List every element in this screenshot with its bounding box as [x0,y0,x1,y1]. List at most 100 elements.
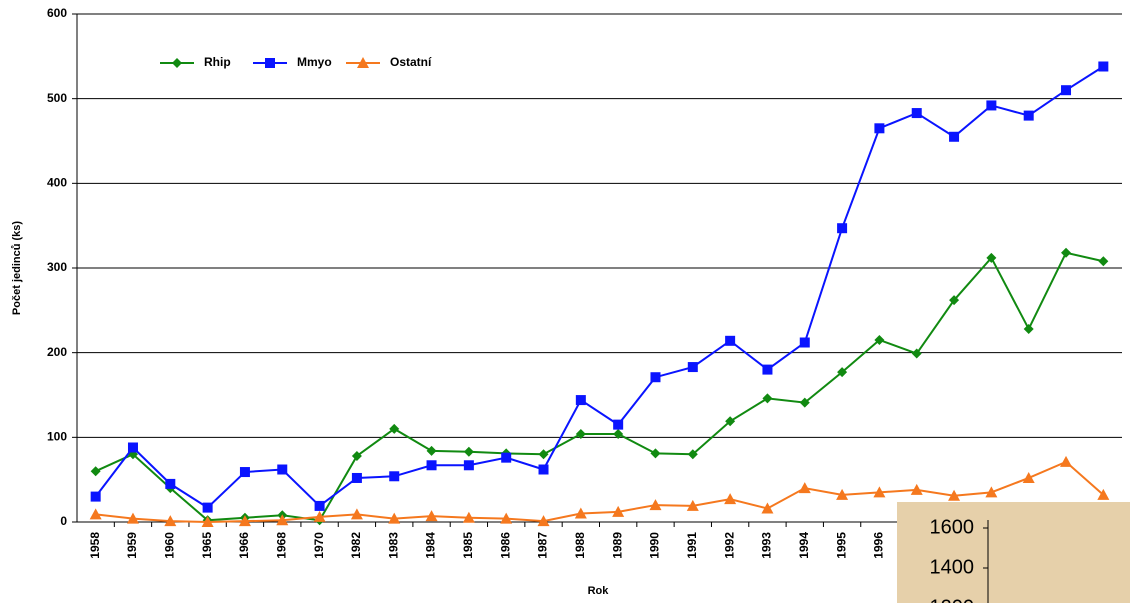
marker [1061,85,1072,96]
marker [426,445,437,456]
x-tick-label: 1996 [872,532,886,559]
inset-tick-label: 1200 [930,596,975,603]
x-tick-label: 1990 [648,532,662,559]
marker [165,478,176,489]
series-line [95,251,1104,522]
marker [265,58,275,68]
x-tick-label: 1995 [834,532,848,559]
marker [426,460,437,471]
marker [172,58,182,68]
marker [537,515,550,527]
y-tick-label: 300 [47,260,67,274]
inset-tick-label: 1400 [930,556,975,578]
marker [910,483,923,495]
x-tick-label: 1991 [685,532,699,559]
y-tick-label: 0 [60,514,67,528]
marker [500,512,513,524]
marker [239,467,250,478]
y-tick-label: 500 [47,91,67,105]
marker [799,397,810,408]
marker [911,348,922,359]
marker [762,364,773,375]
marker [351,472,362,483]
marker [612,505,625,517]
series-line [95,460,1105,524]
marker [799,337,810,348]
marker [837,367,848,378]
series-line [94,65,1104,509]
marker [462,511,475,523]
x-tick-label: 1984 [424,532,438,559]
marker [1098,256,1109,267]
marker [238,515,251,527]
y-tick-label: 200 [47,345,67,359]
marker [575,395,586,406]
x-tick-label: 1970 [312,532,326,559]
marker [201,516,214,527]
marker [687,362,698,373]
marker [613,428,624,439]
x-tick-label: 1965 [200,532,214,559]
y-tick-label: 100 [47,430,67,444]
marker [949,295,960,306]
y-axis-label: Počet jedinců (ks) [11,221,23,315]
x-tick-label: 1958 [88,532,102,559]
marker [89,508,102,520]
legend-label: Mmyo [297,55,332,69]
x-tick-label: 1986 [498,532,512,559]
x-tick-label: 1988 [573,532,587,559]
x-tick-label: 1994 [797,532,811,559]
marker [389,471,400,482]
marker [276,514,289,526]
marker [351,450,362,461]
marker [761,502,774,514]
y-tick-label: 600 [47,6,67,20]
marker [949,131,960,142]
marker [1023,323,1034,334]
inset-tick-label: 1600 [930,516,975,538]
marker [613,419,624,430]
marker [687,449,698,460]
marker [357,57,369,68]
marker [575,428,586,439]
marker [948,489,961,501]
marker [762,393,773,404]
x-tick-label: 1993 [760,532,774,559]
marker [986,252,997,263]
marker [725,335,736,346]
x-tick-label: 1982 [349,532,363,559]
marker [985,486,998,498]
marker [798,482,811,494]
marker [650,372,661,383]
marker [1023,110,1034,121]
legend-label: Ostatní [390,55,432,69]
marker [686,499,699,511]
marker [538,464,549,475]
marker [1022,471,1035,483]
marker [650,448,661,459]
marker [1061,247,1072,258]
inset-panel [897,502,1130,603]
marker [873,486,886,498]
marker [463,460,474,471]
marker [127,442,138,453]
marker [1060,455,1073,467]
marker [388,512,401,524]
x-tick-label: 1983 [386,532,400,559]
marker [314,500,325,511]
x-tick-label: 1959 [125,532,139,559]
x-tick-label: 1987 [536,532,550,559]
marker [724,493,737,505]
marker [463,446,474,457]
marker [350,508,363,520]
y-tick-label: 400 [47,176,67,190]
legend-label: Rhip [204,55,231,69]
marker [425,510,438,522]
x-tick-label: 1992 [722,532,736,559]
marker [389,423,400,434]
x-tick-label: 1966 [237,532,251,559]
marker [538,449,549,460]
marker [874,123,885,134]
marker [836,488,849,500]
